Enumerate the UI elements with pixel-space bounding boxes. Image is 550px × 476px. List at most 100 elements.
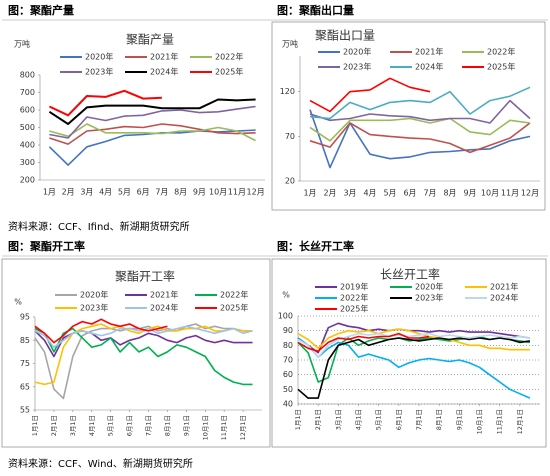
x-tick-label: 3月 (343, 189, 356, 198)
x-tick-label: 4月 (99, 188, 112, 197)
x-tick-label: 6月 (403, 189, 416, 198)
legend-label: 2021年 (490, 282, 518, 292)
x-tick-label: 6月1日 (126, 415, 134, 436)
x-tick-label: 5月1日 (107, 415, 115, 436)
series-line (34, 318, 168, 344)
caption: 图：聚酯产量 (8, 3, 74, 17)
series-line (34, 327, 253, 386)
source-note: 资料来源：CCF、Wind、新湖期货研究所 (8, 457, 193, 470)
x-tick-label: 5月 (118, 188, 131, 197)
chart-title: 聚酯产量 (126, 33, 174, 47)
x-tick-label: 2月1日 (314, 409, 322, 430)
x-tick-label: 12月1日 (239, 415, 247, 440)
series-line (49, 123, 256, 145)
series-line (297, 328, 530, 351)
x-tick-label: 2月 (323, 189, 336, 198)
legend-label: 2025年 (220, 303, 248, 313)
series-line (297, 332, 430, 352)
legend-label: 2021年 (150, 52, 178, 62)
y-tick-label: 75 (20, 359, 30, 368)
legend-label: 2020年 (343, 47, 371, 57)
x-tick-label: 9月 (193, 188, 206, 197)
x-tick-label: 7月1日 (145, 415, 153, 436)
chart-frame (1, 258, 271, 448)
series-line (309, 77, 431, 113)
x-tick-label: 11月 (501, 189, 519, 198)
y-unit: % (282, 291, 290, 300)
x-tick-label: 10月1日 (476, 409, 484, 434)
x-tick-label: 7月 (155, 188, 168, 197)
y-tick-label: 120 (280, 87, 295, 96)
x-tick-label: 2月 (62, 188, 75, 197)
y-tick-label: 40 (283, 400, 293, 409)
x-tick-label: 12月 (521, 189, 539, 198)
series-line (297, 322, 531, 354)
x-tick-label: 10月1日 (201, 415, 209, 440)
legend-label: 2020年 (80, 290, 108, 300)
legend-label: 2023年 (415, 293, 443, 303)
y-tick-label: 700 (20, 88, 35, 97)
y-tick-label: 60 (283, 370, 293, 379)
series-line (49, 123, 256, 142)
caption: 图：聚酯出口量 (277, 3, 354, 17)
y-tick-label: 90 (283, 326, 293, 335)
y-tick-label: 800 (20, 71, 35, 80)
x-tick-label: 9月1日 (455, 409, 463, 430)
y-tick-label: 300 (20, 158, 35, 167)
y-tick-label: 20 (285, 177, 295, 186)
y-tick-label: 85 (20, 336, 30, 345)
y-tick-label: 80 (283, 341, 293, 350)
x-tick-label: 1月 (303, 189, 316, 198)
x-tick-label: 8月 (174, 188, 187, 197)
source-note: 资料来源：CCF、Ifind、新湖期货研究所 (8, 220, 190, 233)
chart-title: 聚酯出口量 (315, 29, 375, 43)
series-line (34, 330, 253, 358)
x-tick-label: 3月1日 (334, 409, 342, 430)
y-tick-label: 200 (20, 176, 35, 185)
x-tick-label: 9月1日 (182, 415, 190, 436)
legend-label: 2019年 (340, 282, 368, 292)
legend-label: 2021年 (415, 47, 443, 57)
chart-title: 长丝开工率 (380, 267, 440, 282)
series-line (34, 323, 253, 400)
x-tick-label: 6月1日 (395, 409, 403, 430)
series-line (297, 332, 531, 358)
x-tick-label: 8月1日 (163, 415, 171, 436)
legend-label: 2023年 (343, 62, 371, 72)
series-line (49, 105, 256, 139)
y-tick-label: 95 (20, 313, 30, 322)
legend-label: 2024年 (150, 303, 178, 313)
legend-label: 2022年 (340, 293, 368, 303)
series-line (48, 98, 256, 125)
legend-label: 2021年 (150, 290, 178, 300)
series-line (309, 109, 531, 169)
y-unit: 万吨 (282, 39, 298, 49)
x-tick-label: 5月 (383, 189, 396, 198)
series-line (297, 337, 531, 399)
x-tick-label: 11月1日 (220, 415, 228, 440)
x-tick-label: 1月1日 (31, 415, 39, 436)
x-tick-label: 3月 (80, 188, 93, 197)
series-line (297, 337, 531, 399)
y-tick-label: 55 (20, 406, 30, 415)
x-tick-label: 12月 (247, 188, 265, 197)
x-tick-label: 4月1日 (88, 415, 96, 436)
y-unit: % (14, 298, 22, 307)
x-tick-label: 10月 (209, 188, 227, 197)
legend-label: 2025年 (215, 67, 243, 77)
x-tick-label: 6月 (137, 188, 150, 197)
y-tick-label: 100 (278, 312, 293, 321)
series-line (309, 122, 531, 154)
y-tick-label: 600 (20, 106, 35, 115)
y-tick-label: 70 (285, 132, 295, 141)
chart-frame (271, 258, 547, 448)
legend-label: 2022年 (215, 52, 243, 62)
caption: 图：聚酯开工率 (8, 239, 85, 253)
x-tick-label: 1月1日 (294, 409, 302, 430)
x-tick-label: 3月1日 (69, 415, 77, 436)
series-line (309, 99, 531, 124)
x-tick-label: 7月 (423, 189, 436, 198)
legend-label: 2024年 (415, 62, 443, 72)
x-tick-label: 4月 (363, 189, 376, 198)
series-line (48, 89, 162, 117)
